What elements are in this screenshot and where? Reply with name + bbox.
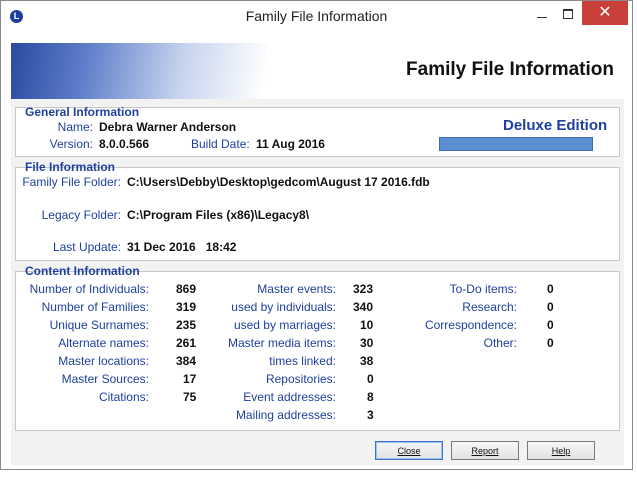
stat-value: 10 (360, 318, 374, 332)
close-window-button[interactable]: ✕ (582, 1, 628, 25)
header-banner: Family File Information (11, 43, 624, 99)
stat-value: 323 (353, 282, 374, 296)
general-info-heading: General Information (25, 105, 140, 119)
close-button[interactable]: Close (375, 441, 443, 460)
file-info-heading: File Information (25, 160, 115, 174)
version-value: 8.0.0.566 (99, 137, 150, 151)
stat-label: Master media items: (227, 336, 336, 350)
stat-label: Master events: (257, 282, 336, 296)
stat-value: 0 (547, 318, 554, 332)
version-label: Version: (49, 137, 93, 151)
report-button[interactable]: Report (451, 441, 519, 460)
build-date-label: Build Date: (191, 137, 250, 151)
stat-label: used by individuals: (231, 300, 336, 314)
stat-value: 3 (367, 408, 374, 422)
last-update-label: Last Update: (52, 240, 121, 254)
stat-label: Mailing addresses: (235, 408, 336, 422)
legacy-folder-value: C:\Program Files (x86)\Legacy8\ (127, 208, 310, 222)
banner-title: Family File Information (406, 59, 614, 80)
stat-label: To-Do items: (449, 282, 517, 296)
stat-value: 261 (176, 336, 197, 350)
help-button[interactable]: Help (527, 441, 595, 460)
stat-label: Alternate names: (58, 336, 149, 350)
stat-value: 38 (360, 354, 374, 368)
stat-label: Correspondence: (424, 318, 517, 332)
stat-label: used by marriages: (233, 318, 336, 332)
name-label: Name: (57, 120, 93, 134)
stat-value: 0 (547, 282, 554, 296)
stat-label: Master locations: (58, 354, 149, 368)
stat-value: 75 (183, 390, 197, 404)
stat-label: Repositories: (265, 372, 336, 386)
file-info-group (15, 167, 620, 261)
build-date-value: 11 Aug 2016 (256, 137, 325, 151)
stat-value: 0 (547, 300, 554, 314)
last-update-value: 31 Dec 2016 18:42 (127, 240, 237, 254)
dialog-window: L Family File Information ✕ Family File … (0, 0, 633, 470)
window-title: Family File Information (245, 8, 388, 24)
family-file-folder-value: C:\Users\Debby\Desktop\gedcom\August 17 … (127, 175, 430, 189)
stat-value: 0 (367, 372, 374, 386)
name-value: Debra Warner Anderson (99, 120, 237, 134)
stat-label: Master Sources: (61, 372, 149, 386)
stat-label: Other: (483, 336, 517, 350)
stat-label: Citations: (98, 390, 149, 404)
stat-label: Unique Surnames: (49, 318, 149, 332)
stat-value: 319 (176, 300, 197, 314)
legacy-folder-label: Legacy Folder: (41, 208, 121, 222)
stat-label: Research: (462, 300, 517, 314)
stat-value: 17 (183, 372, 197, 386)
title-bar[interactable]: L Family File Information ✕ (1, 1, 632, 31)
stat-value: 8 (367, 390, 374, 404)
maximize-button[interactable] (557, 5, 579, 23)
legacy-app-icon: L (10, 10, 23, 23)
stat-label: Number of Individuals: (29, 282, 149, 296)
stat-value: 869 (176, 282, 197, 296)
minimize-button[interactable] (531, 5, 553, 23)
stat-value: 384 (176, 354, 197, 368)
edition-bar (439, 137, 593, 151)
stat-label: times linked: (269, 354, 336, 368)
family-file-folder-label: Family File Folder: (22, 175, 121, 189)
content-info-group (15, 271, 620, 431)
dialog-body: General Information Name: Debra Warner A… (11, 99, 624, 465)
stat-value: 30 (360, 336, 374, 350)
stat-label: Number of Families: (41, 300, 149, 314)
stat-value: 0 (547, 336, 554, 350)
edition-label: Deluxe Edition (503, 117, 608, 134)
stat-value: 235 (176, 318, 197, 332)
content-info-heading: Content Information (25, 264, 140, 278)
stat-value: 340 (353, 300, 374, 314)
stat-label: Event addresses: (243, 390, 336, 404)
